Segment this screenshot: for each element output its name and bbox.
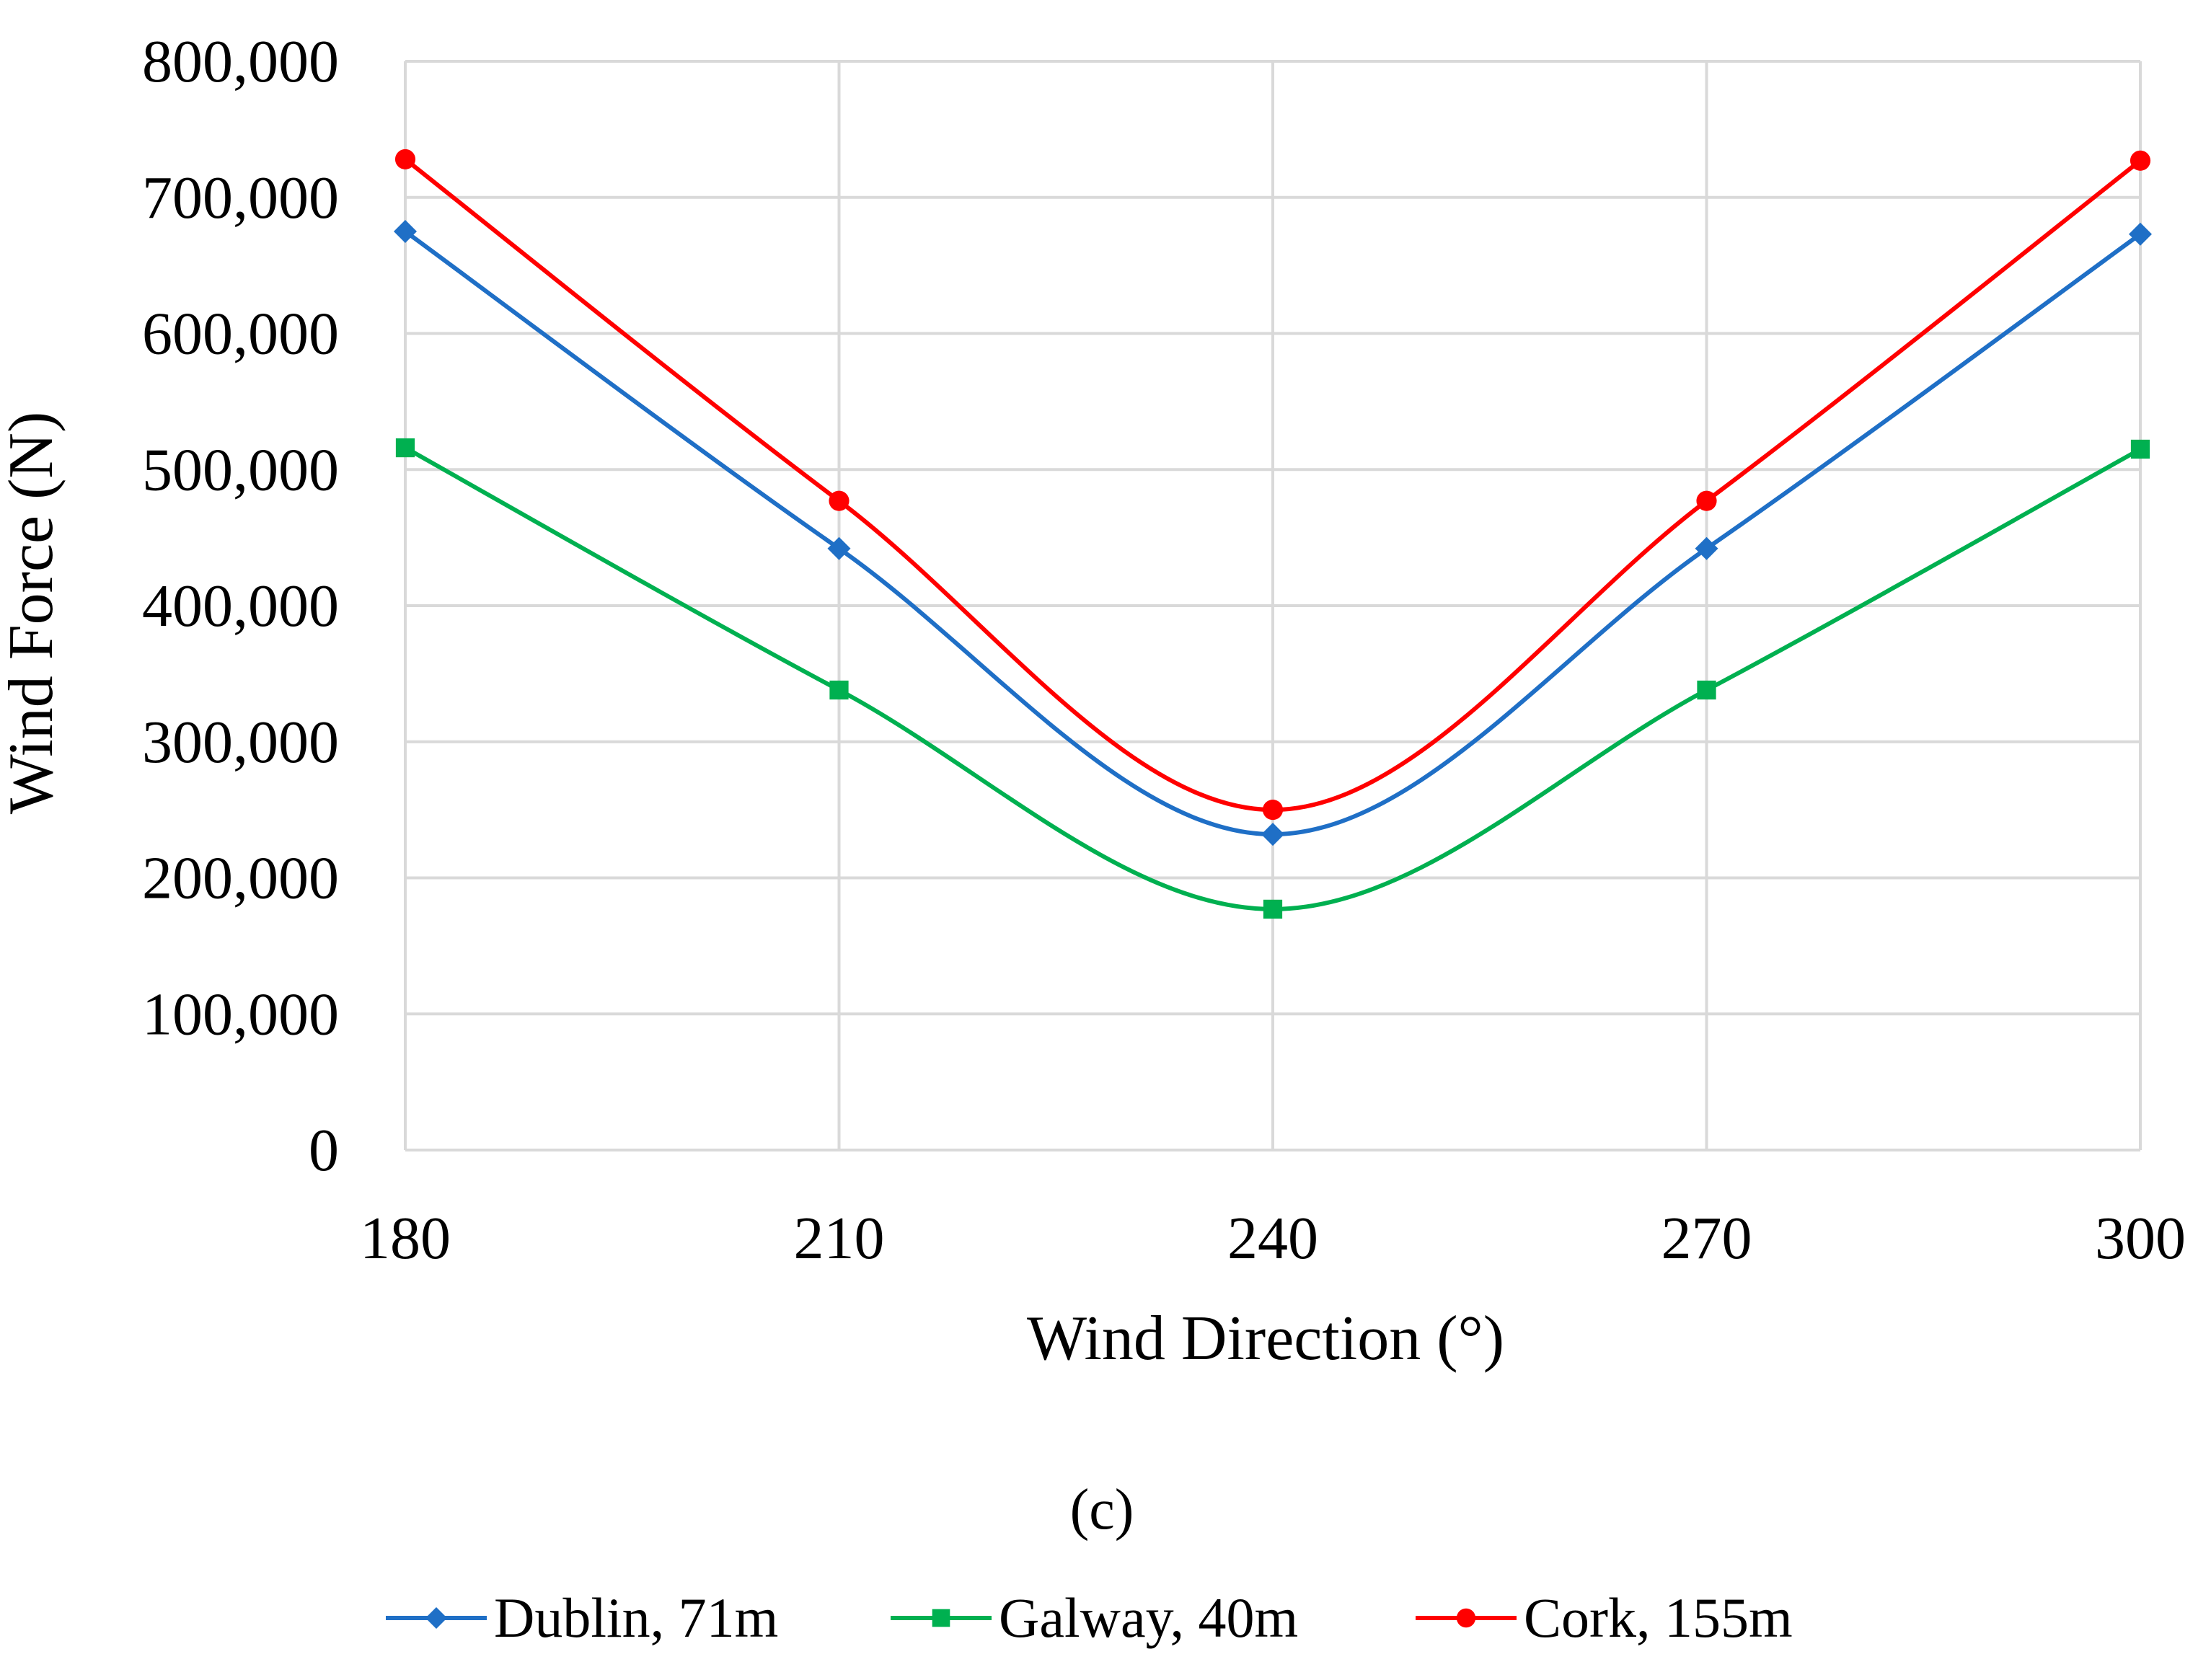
legend-item-dublin-71m: Dublin, 71m [386,1586,778,1649]
x-axis-tick-labels: 180 210 240 270 300 [360,1205,2186,1272]
y-tick-label: 100,000 [142,981,339,1048]
x-tick-label: 300 [2095,1205,2186,1272]
data-point-dublin-71m [1695,536,1718,560]
legend-marker-swatch [932,1609,950,1627]
series-markers [394,149,2152,919]
y-tick-label: 0 [309,1117,339,1184]
data-point-galway-40m [1263,899,1283,919]
y-axis-tick-labels: 0 100,000 200,000 300,000 400,000 500,000 600,… [142,28,339,1184]
panel-label: (c) [1070,1478,1134,1542]
legend-marker-swatch [1456,1608,1476,1628]
data-point-cork-155m [394,149,416,169]
data-point-cork-155m [829,490,849,511]
x-tick-label: 210 [794,1205,885,1272]
legend-item-galway-40m: Galway, 40m [891,1586,1298,1649]
data-point-galway-40m [2130,439,2150,459]
data-point-cork-155m [1696,490,1717,511]
y-tick-label: 400,000 [142,572,339,640]
data-point-cork-155m [2130,150,2151,171]
x-tick-label: 180 [360,1205,451,1272]
data-point-galway-40m [1697,680,1716,700]
data-point-dublin-71m [1261,823,1284,846]
legend-label: Cork, 155m [1524,1586,1793,1649]
y-tick-label: 500,000 [142,436,339,503]
y-tick-label: 200,000 [142,845,339,912]
data-point-dublin-71m [827,536,851,560]
data-point-dublin-71m [394,219,417,243]
x-tick-label: 240 [1227,1205,1318,1272]
legend-item-cork-155m: Cork, 155m [1416,1586,1793,1649]
y-axis-title: Wind Force (N) [0,412,66,815]
legend-label: Galway, 40m [999,1586,1298,1649]
data-point-galway-40m [395,438,415,458]
data-point-galway-40m [829,680,849,700]
x-tick-label: 270 [1661,1205,1752,1272]
y-tick-label: 700,000 [142,164,339,231]
data-point-cork-155m [1262,800,1284,821]
legend: Dublin, 71m Galway, 40m Cork, 155m [386,1586,1793,1649]
legend-marker-swatch [425,1607,447,1629]
y-tick-label: 300,000 [142,709,339,776]
grid [404,60,2142,1151]
y-tick-label: 600,000 [142,301,339,368]
y-tick-label: 800,000 [142,28,339,95]
legend-label: Dublin, 71m [494,1586,778,1649]
x-axis-title: Wind Direction (°) [1027,1304,1504,1374]
data-point-dublin-71m [2129,222,2152,246]
